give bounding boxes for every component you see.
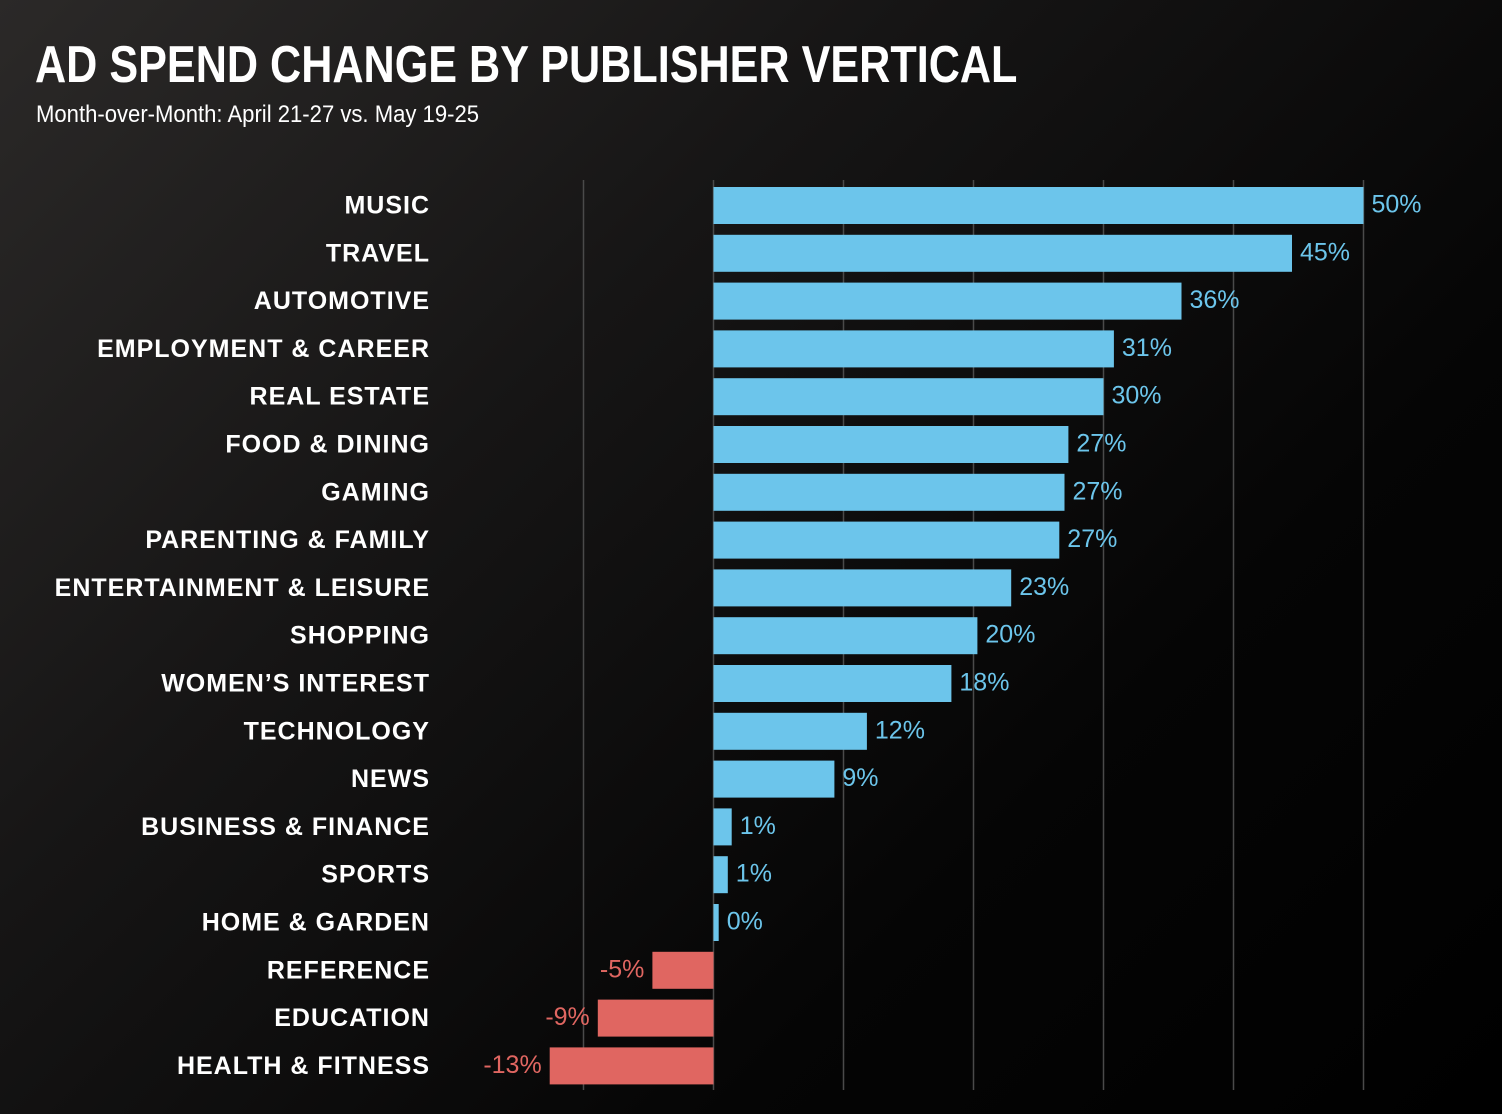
bar: [713, 282, 1182, 320]
bar: [713, 569, 1012, 607]
value-label: -9%: [545, 1003, 589, 1031]
value-label: 30%: [1112, 382, 1162, 410]
value-label: 36%: [1190, 286, 1240, 314]
value-label: 18%: [959, 669, 1009, 697]
bars: [549, 187, 1364, 1085]
value-label: -5%: [600, 955, 644, 983]
category-label: FOOD & DINING: [225, 431, 430, 459]
bar: [597, 999, 714, 1037]
value-label: 31%: [1122, 334, 1172, 362]
bar: [713, 521, 1060, 559]
bar: [713, 330, 1114, 368]
category-label: ENTERTAINMENT & LEISURE: [55, 574, 430, 602]
category-label: WOMEN’S INTEREST: [161, 670, 430, 698]
value-label: 23%: [1019, 573, 1069, 601]
category-label: REFERENCE: [267, 956, 430, 984]
value-label: 45%: [1300, 238, 1350, 266]
value-label: 20%: [985, 621, 1035, 649]
value-label: 27%: [1073, 477, 1123, 505]
category-label: TRAVEL: [326, 239, 430, 267]
category-label: EDUCATION: [274, 1004, 430, 1032]
category-label: SHOPPING: [290, 622, 430, 650]
category-labels: MUSIC TRAVEL AUTOMOTIVE EMPLOYMENT & CAREER…: [55, 192, 430, 1080]
bar: [713, 234, 1292, 272]
bar: [713, 473, 1065, 511]
bar: [713, 378, 1104, 416]
value-label: 9%: [842, 764, 878, 792]
bar: [713, 665, 952, 702]
bar: [713, 712, 867, 750]
category-label: REAL ESTATE: [250, 383, 430, 411]
bar: [713, 856, 728, 894]
value-label: 50%: [1372, 191, 1422, 219]
category-label: MUSIC: [344, 192, 430, 220]
bar: [713, 760, 835, 798]
category-label: NEWS: [351, 765, 430, 793]
bar: [713, 904, 719, 941]
bar: [549, 1047, 714, 1085]
category-label: SPORTS: [321, 861, 430, 889]
category-label: HEALTH & FITNESS: [177, 1052, 430, 1080]
chart-title: AD SPEND CHANGE BY PUBLISHER VERTICAL: [35, 36, 1018, 94]
bar: [713, 426, 1069, 463]
category-label: EMPLOYMENT & CAREER: [97, 335, 430, 363]
chart-subtitle: Month-over-Month: April 21-27 vs. May 19…: [36, 101, 480, 128]
bar: [652, 951, 714, 989]
category-label: GAMING: [321, 478, 430, 506]
value-label: 1%: [740, 812, 776, 840]
value-label: 27%: [1076, 430, 1126, 458]
value-labels: 50% 45% 36% 31% 30% 27% 27% 27% 23% 20% 18% 12% 9% 1%…: [483, 191, 1421, 1079]
value-label: 12%: [875, 716, 925, 744]
category-label: PARENTING & FAMILY: [145, 526, 430, 554]
value-label: 0%: [727, 908, 763, 936]
value-label: 1%: [736, 860, 772, 888]
bar: [713, 187, 1364, 224]
value-label: 27%: [1067, 525, 1117, 553]
bar: [713, 617, 978, 655]
value-label: -13%: [483, 1051, 541, 1079]
category-label: HOME & GARDEN: [202, 909, 430, 937]
category-label: AUTOMOTIVE: [254, 287, 430, 315]
category-label: TECHNOLOGY: [244, 717, 430, 745]
category-label: BUSINESS & FINANCE: [141, 813, 430, 841]
bar: [713, 808, 732, 846]
